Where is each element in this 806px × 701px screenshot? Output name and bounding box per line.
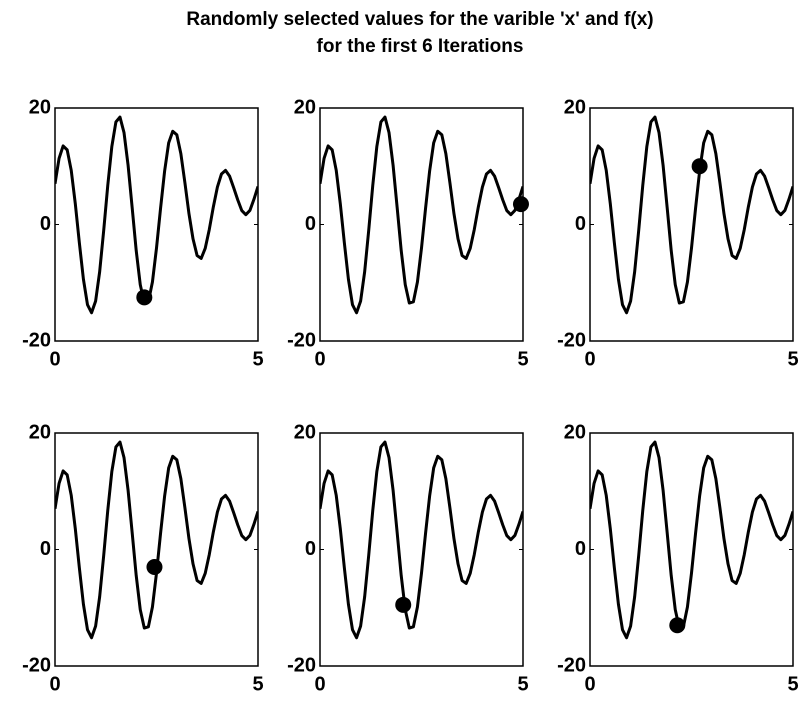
y-tick-label: 20 [29, 421, 51, 443]
sample-point [691, 158, 708, 175]
y-tick-label: 20 [294, 421, 316, 443]
curve [320, 115, 523, 315]
sample-point [512, 196, 529, 213]
x-tick-label: 5 [517, 673, 528, 695]
axes-box [589, 107, 794, 342]
axes-box [589, 432, 794, 667]
x-tick-label: 0 [49, 673, 60, 695]
curve [55, 440, 258, 640]
y-tick-label: 0 [575, 538, 586, 560]
x-tick-label: 5 [787, 673, 798, 695]
y-tick-label: 0 [305, 538, 316, 560]
y-tick-label: 20 [564, 96, 586, 118]
axes-box [54, 107, 259, 342]
x-tick-label: 0 [314, 673, 325, 695]
y-tick-label: -20 [557, 654, 586, 676]
curve [590, 440, 793, 640]
y-tick-label: -20 [287, 654, 316, 676]
x-tick-label: 0 [584, 348, 595, 370]
y-tick-label: 0 [40, 213, 51, 235]
curve [55, 115, 258, 315]
x-tick-label: 0 [584, 673, 595, 695]
x-tick-label: 5 [252, 348, 263, 370]
axes-box [319, 432, 524, 667]
x-tick-label: 5 [787, 348, 798, 370]
sample-point [136, 289, 153, 306]
y-tick-label: -20 [22, 329, 51, 351]
y-tick-label: 20 [29, 96, 51, 118]
y-tick-label: 0 [575, 213, 586, 235]
y-tick-label: 20 [564, 421, 586, 443]
y-tick-label: -20 [287, 329, 316, 351]
figure-title: Randomly selected values for the varible… [186, 9, 653, 30]
x-tick-label: 5 [517, 348, 528, 370]
y-tick-label: -20 [22, 654, 51, 676]
sample-point [146, 558, 163, 575]
curve [590, 115, 793, 315]
y-tick-label: 0 [40, 538, 51, 560]
sample-point [669, 617, 686, 634]
x-tick-label: 0 [314, 348, 325, 370]
x-tick-label: 0 [49, 348, 60, 370]
x-tick-label: 5 [252, 673, 263, 695]
y-tick-label: 0 [305, 213, 316, 235]
figure-title: for the first 6 Iterations [317, 36, 524, 57]
axes-box [319, 107, 524, 342]
y-tick-label: -20 [557, 329, 586, 351]
axes-box [54, 432, 259, 667]
sample-point [395, 596, 412, 613]
y-tick-label: 20 [294, 96, 316, 118]
curve [320, 440, 523, 640]
